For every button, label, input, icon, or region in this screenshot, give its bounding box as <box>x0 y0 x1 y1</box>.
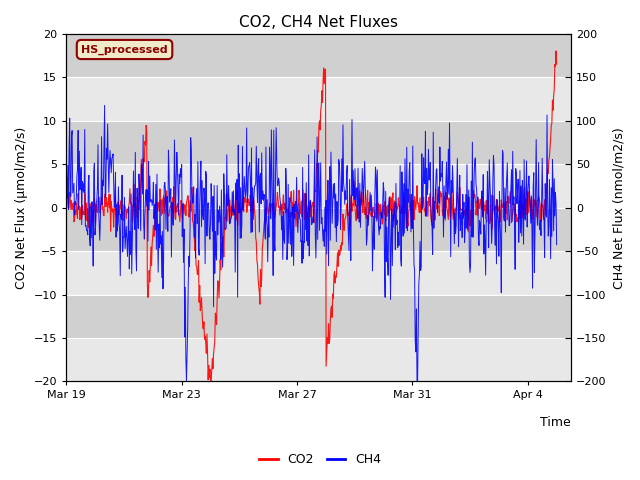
Bar <box>66 251 571 295</box>
Bar <box>66 208 571 251</box>
Y-axis label: CH4 Net Flux (nmol/m2/s): CH4 Net Flux (nmol/m2/s) <box>612 127 625 288</box>
Bar <box>66 295 571 338</box>
Title: CO2, CH4 Net Fluxes: CO2, CH4 Net Fluxes <box>239 15 398 30</box>
Text: Time: Time <box>540 416 571 429</box>
Bar <box>66 34 571 77</box>
Legend: CO2, CH4: CO2, CH4 <box>253 448 387 471</box>
Text: HS_processed: HS_processed <box>81 44 168 55</box>
Bar <box>66 338 571 382</box>
Y-axis label: CO2 Net Flux (μmol/m2/s): CO2 Net Flux (μmol/m2/s) <box>15 127 28 289</box>
Bar <box>66 121 571 164</box>
Bar <box>66 77 571 121</box>
Bar <box>66 164 571 208</box>
